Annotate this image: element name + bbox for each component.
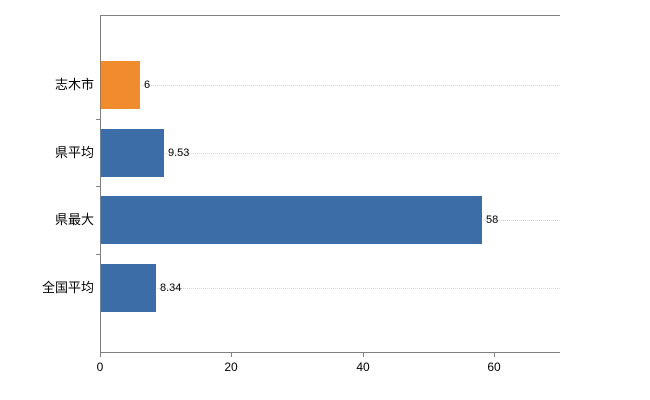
x-axis-line — [100, 352, 560, 353]
category-gridline — [101, 287, 560, 289]
bar-1 — [101, 61, 140, 109]
bar-value-label: 58 — [486, 214, 499, 226]
category-label: 県最大 — [54, 212, 94, 227]
bar-value-label: 6 — [144, 79, 151, 91]
x-axis-tick-label: 40 — [356, 360, 370, 374]
bar-3 — [101, 196, 482, 244]
y-axis-tick — [96, 119, 100, 120]
category-label: 志木市 — [54, 77, 94, 92]
y-axis-line — [100, 15, 101, 353]
x-axis-tick-label: 0 — [96, 360, 104, 374]
bar-value-label: 8.34 — [160, 281, 182, 294]
category-label: 全国平均 — [41, 279, 94, 295]
x-axis-tick-label: 60 — [487, 360, 501, 374]
y-axis-tick — [96, 186, 100, 187]
plot-top-border — [100, 15, 560, 16]
category-gridline — [101, 152, 560, 154]
x-axis-tick — [100, 353, 101, 357]
bar-4 — [101, 263, 156, 312]
x-axis-tick — [231, 353, 232, 357]
x-axis-tick-label: 20 — [224, 360, 238, 374]
category-label: 県平均 — [54, 144, 94, 160]
category-gridline — [101, 85, 560, 86]
bar-value-label: 9.53 — [168, 146, 190, 159]
y-axis-tick — [96, 254, 100, 255]
bar-2 — [101, 128, 164, 177]
x-axis-tick — [494, 353, 495, 357]
x-axis-tick — [363, 353, 364, 357]
